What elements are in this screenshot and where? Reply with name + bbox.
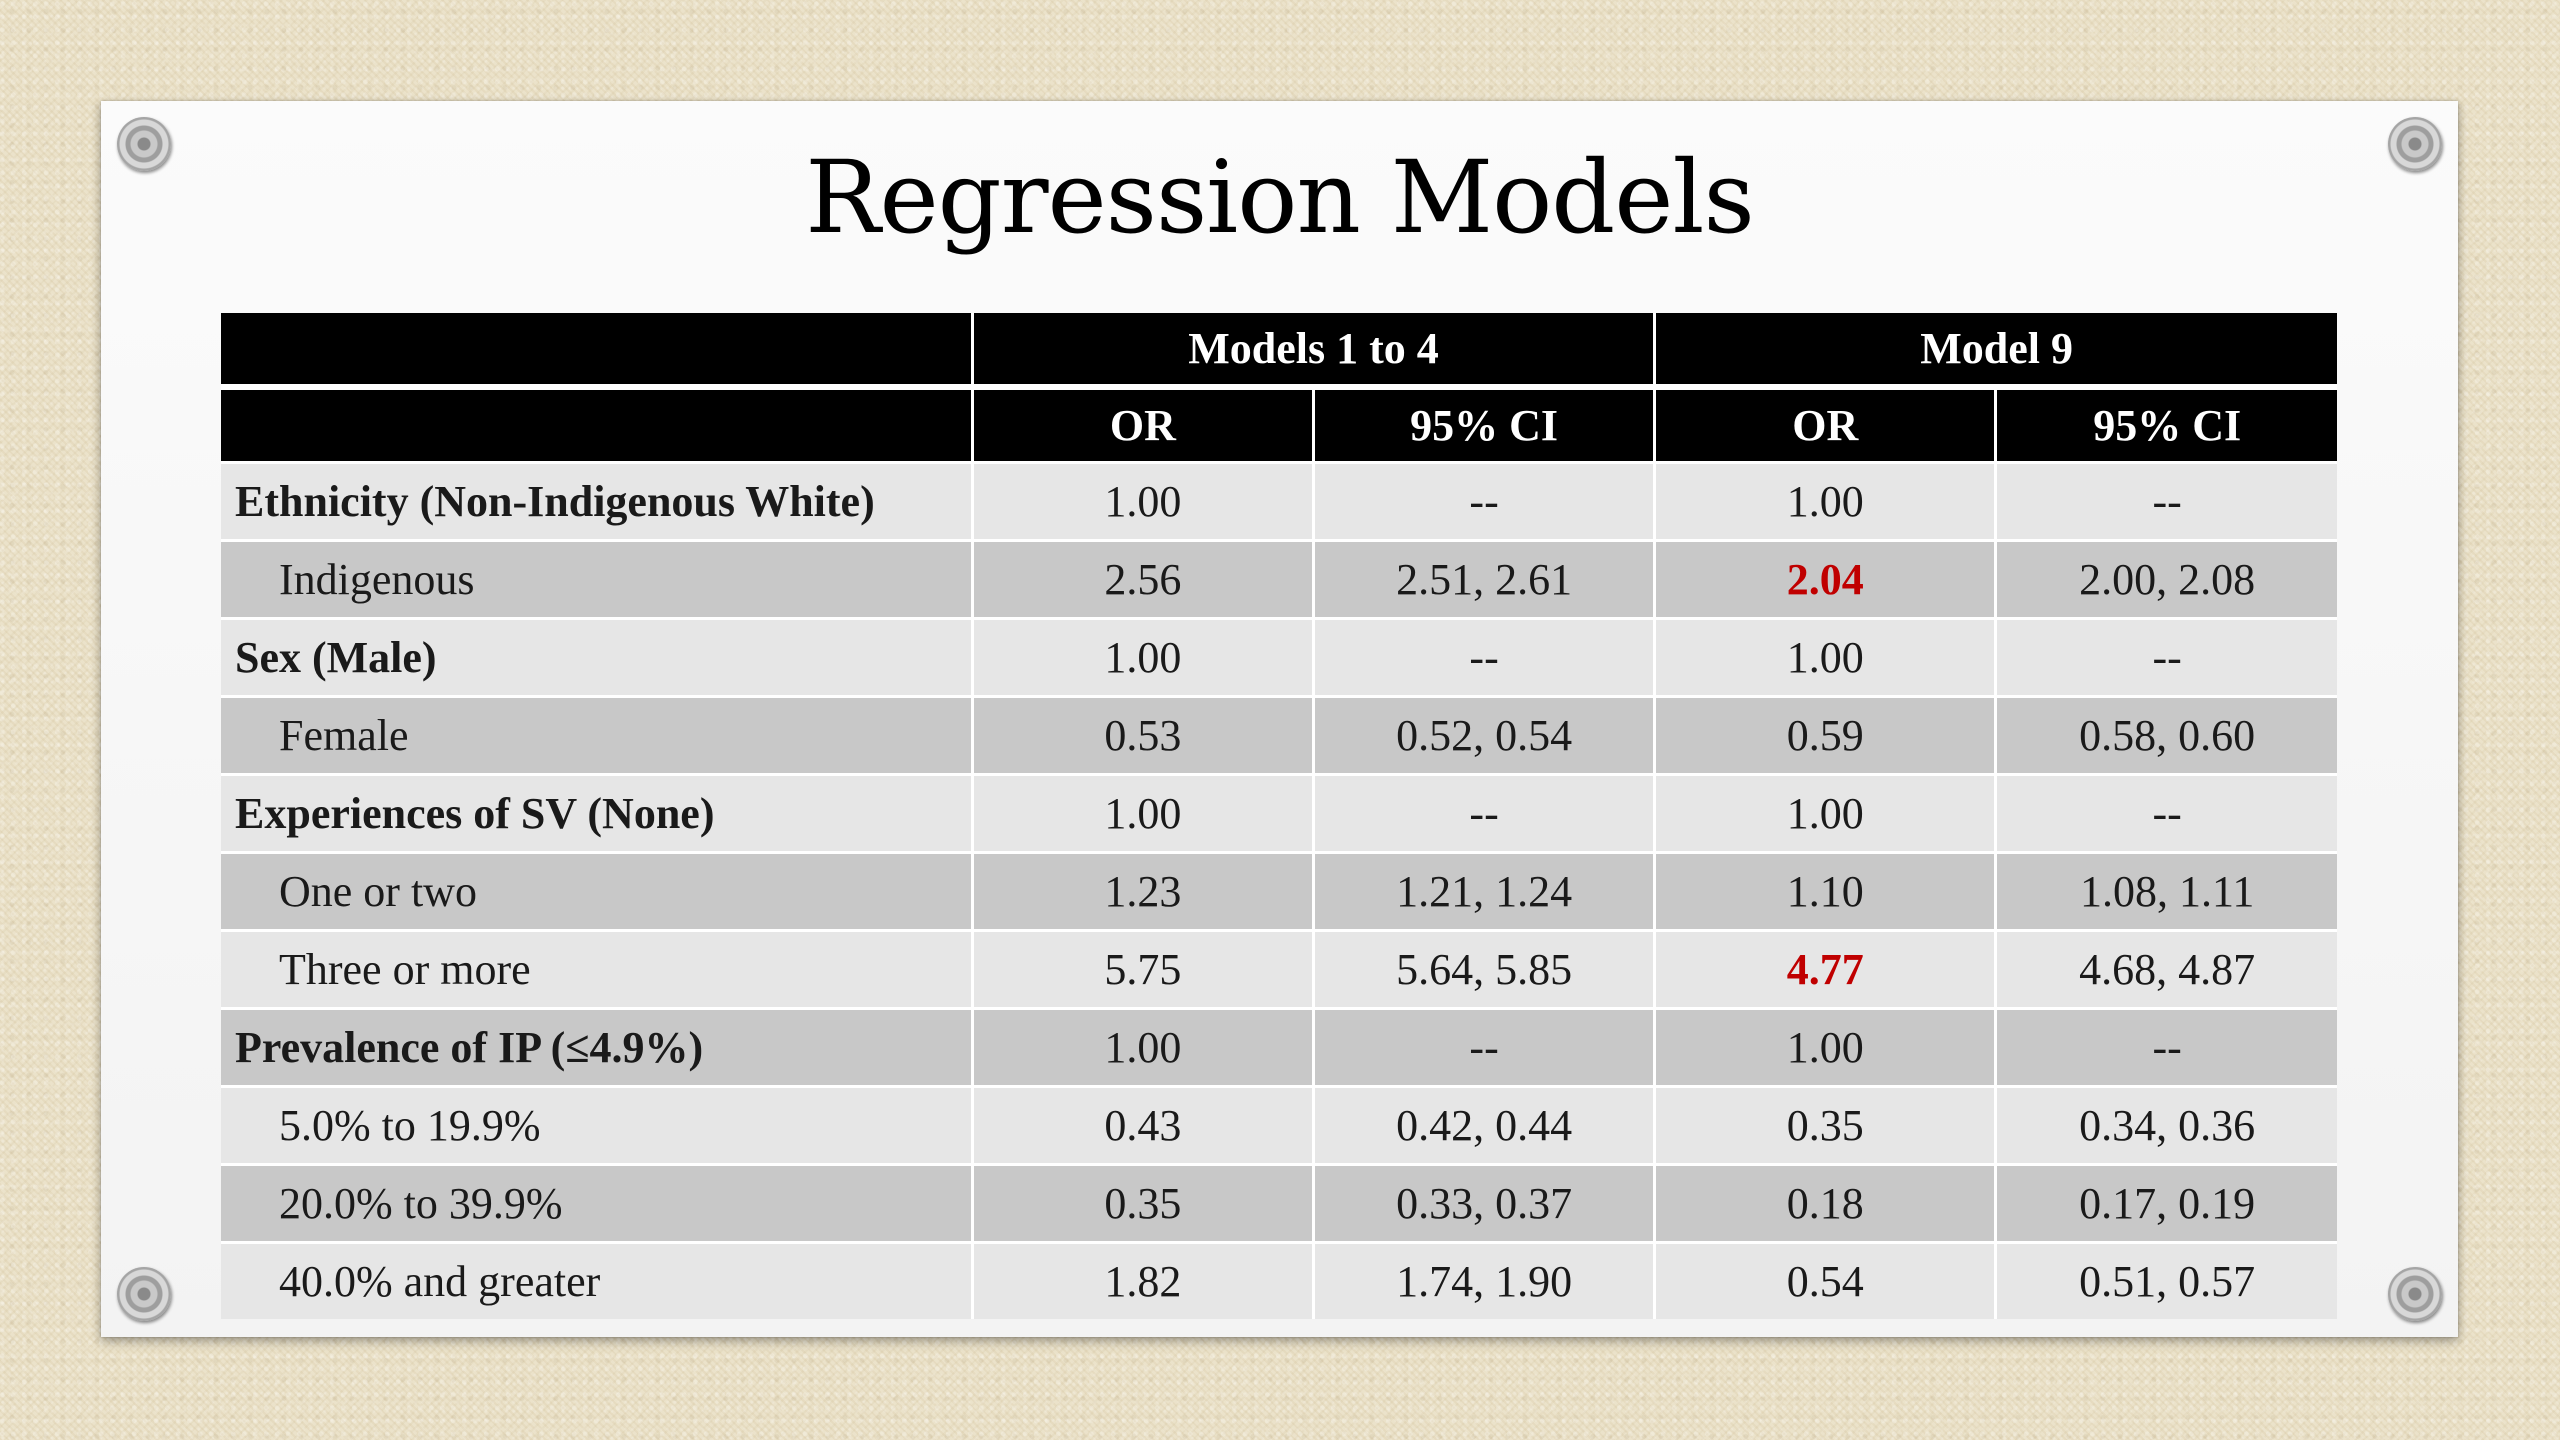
ci-model-9-cell: -- — [1994, 617, 2337, 697]
category-label: Female — [221, 695, 973, 775]
header-ci: 95% CI — [1311, 387, 1655, 463]
ci-models-1-4-cell: 1.74, 1.90 — [1311, 1241, 1655, 1319]
or-models-1-4-cell: 1.00 — [970, 1007, 1314, 1087]
pushpin-icon — [117, 117, 171, 171]
table-body: Ethnicity (Non-Indigenous White) 1.00 -- 1.… — [221, 461, 2337, 1319]
ci-models-1-4-cell: -- — [1311, 617, 1655, 697]
table-row: 5.0% to 19.9% 0.43 0.42, 0.44 0.35 0.34, 0.3… — [221, 1085, 2337, 1165]
or-models-1-4-cell: 0.35 — [970, 1163, 1314, 1243]
pushpin-icon — [117, 1267, 171, 1321]
ci-models-1-4-cell: 2.51, 2.61 — [1311, 539, 1655, 619]
group-header-models-1-to-4: Models 1 to 4 — [970, 313, 1655, 390]
table-row: 20.0% to 39.9% 0.35 0.33, 0.37 0.18 0.17, 0.… — [221, 1163, 2337, 1243]
ci-model-9-cell: 0.58, 0.60 — [1994, 695, 2337, 775]
or-models-1-4-cell: 0.43 — [970, 1085, 1314, 1165]
or-model-9-cell: 1.00 — [1653, 617, 1996, 697]
ci-model-9-cell: 0.51, 0.57 — [1994, 1241, 2337, 1319]
or-model-9-cell: 1.00 — [1653, 1007, 1996, 1087]
header-or: OR — [970, 387, 1314, 463]
regression-table: Models 1 to 4 Model 9 OR 95% CI OR 95% C… — [221, 313, 2337, 1319]
category-label: 5.0% to 19.9% — [221, 1085, 973, 1165]
sub-header-row: OR 95% CI OR 95% CI — [221, 387, 2337, 463]
variable-label: Prevalence of IP (≤4.9%) — [221, 1007, 973, 1087]
table-row: Ethnicity (Non-Indigenous White) 1.00 -- 1.… — [221, 461, 2337, 541]
or-model-9-cell: 0.59 — [1653, 695, 1996, 775]
pushpin-icon — [2388, 117, 2442, 171]
or-model-9-cell: 4.77 — [1653, 929, 1996, 1009]
ci-models-1-4-cell: 0.42, 0.44 — [1311, 1085, 1655, 1165]
ci-model-9-cell: 2.00, 2.08 — [1994, 539, 2337, 619]
table-row: Indigenous 2.56 2.51, 2.61 2.04 2.00, 2.08 — [221, 539, 2337, 619]
or-models-1-4-cell: 1.82 — [970, 1241, 1314, 1319]
category-label: 40.0% and greater — [221, 1241, 973, 1319]
table-row: Three or more 5.75 5.64, 5.85 4.77 4.68, 4.8… — [221, 929, 2337, 1009]
or-model-9-cell: 1.10 — [1653, 851, 1996, 931]
header-ci: 95% CI — [1994, 387, 2337, 463]
ci-models-1-4-cell: 1.21, 1.24 — [1311, 851, 1655, 931]
or-model-9-cell: 0.54 — [1653, 1241, 1996, 1319]
group-header-row: Models 1 to 4 Model 9 — [221, 313, 2337, 390]
table-row: Female 0.53 0.52, 0.54 0.59 0.58, 0.60 — [221, 695, 2337, 775]
slide-title: Regression Models — [805, 139, 1755, 256]
ci-model-9-cell: 0.34, 0.36 — [1994, 1085, 2337, 1165]
variable-label: Experiences of SV (None) — [221, 773, 973, 853]
ci-models-1-4-cell: 0.52, 0.54 — [1311, 695, 1655, 775]
or-model-9-cell: 0.18 — [1653, 1163, 1996, 1243]
table-row: Experiences of SV (None) 1.00 -- 1.00 -- — [221, 773, 2337, 853]
or-models-1-4-cell: 2.56 — [970, 539, 1314, 619]
header-blank — [221, 313, 973, 390]
table-row: Prevalence of IP (≤4.9%) 1.00 -- 1.00 -- — [221, 1007, 2337, 1087]
or-models-1-4-cell: 1.23 — [970, 851, 1314, 931]
or-models-1-4-cell: 1.00 — [970, 773, 1314, 853]
or-models-1-4-cell: 0.53 — [970, 695, 1314, 775]
category-label: One or two — [221, 851, 973, 931]
category-label: Three or more — [221, 929, 973, 1009]
header-blank — [221, 387, 973, 463]
ci-model-9-cell: 4.68, 4.87 — [1994, 929, 2337, 1009]
table-row: One or two 1.23 1.21, 1.24 1.10 1.08, 1.11 — [221, 851, 2337, 931]
or-models-1-4-cell: 5.75 — [970, 929, 1314, 1009]
or-model-9-cell: 0.35 — [1653, 1085, 1996, 1165]
ci-models-1-4-cell: 5.64, 5.85 — [1311, 929, 1655, 1009]
ci-models-1-4-cell: 0.33, 0.37 — [1311, 1163, 1655, 1243]
or-model-9-cell: 2.04 — [1653, 539, 1996, 619]
slide: Regression Models Models 1 to 4 Model 9 … — [101, 101, 2458, 1337]
pushpin-icon — [2388, 1267, 2442, 1321]
ci-model-9-cell: 0.17, 0.19 — [1994, 1163, 2337, 1243]
ci-models-1-4-cell: -- — [1311, 773, 1655, 853]
category-label: 20.0% to 39.9% — [221, 1163, 973, 1243]
group-header-model-9: Model 9 — [1653, 313, 2337, 390]
ci-model-9-cell: 1.08, 1.11 — [1994, 851, 2337, 931]
category-label: Indigenous — [221, 539, 973, 619]
or-model-9-cell: 1.00 — [1653, 773, 1996, 853]
or-models-1-4-cell: 1.00 — [970, 617, 1314, 697]
ci-models-1-4-cell: -- — [1311, 461, 1655, 541]
header-or: OR — [1653, 387, 1996, 463]
variable-label: Sex (Male) — [221, 617, 973, 697]
ci-models-1-4-cell: -- — [1311, 1007, 1655, 1087]
or-model-9-cell: 1.00 — [1653, 461, 1996, 541]
or-models-1-4-cell: 1.00 — [970, 461, 1314, 541]
variable-label: Ethnicity (Non-Indigenous White) — [221, 461, 973, 541]
table-row: Sex (Male) 1.00 -- 1.00 -- — [221, 617, 2337, 697]
ci-model-9-cell: -- — [1994, 773, 2337, 853]
ci-model-9-cell: -- — [1994, 1007, 2337, 1087]
table-row: 40.0% and greater 1.82 1.74, 1.90 0.54 0.51,… — [221, 1241, 2337, 1319]
ci-model-9-cell: -- — [1994, 461, 2337, 541]
